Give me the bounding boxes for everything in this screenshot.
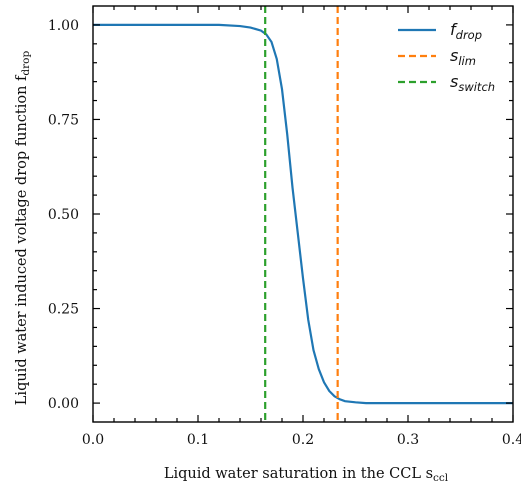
plot-area <box>93 6 513 422</box>
legend: fdrop slim sswitch <box>398 20 495 94</box>
x-tick-label: 0.1 <box>187 432 209 448</box>
x-axis-label: Liquid water saturation in the CCL sccl <box>164 466 449 484</box>
y-tick-label: 0.25 <box>48 302 79 318</box>
legend-entry-drop: fdrop <box>450 20 482 42</box>
y-tick-label: 0.50 <box>48 207 79 223</box>
legend-entry-switch: sswitch <box>450 72 495 94</box>
series-line-drop <box>93 23 513 405</box>
y-tick-label: 0.75 <box>48 112 79 128</box>
x-tick-label: 0.0 <box>82 432 104 448</box>
legend-entry-lim: slim <box>450 46 476 68</box>
axes-frame <box>92 5 514 423</box>
y-axis-label: Liquid water induced voltage drop functi… <box>14 51 32 406</box>
x-tick-label: 0.4 <box>502 432 521 448</box>
x-tick-label: 0.3 <box>397 432 419 448</box>
y-tick-label: 1.00 <box>48 18 79 34</box>
x-tick-label: 0.2 <box>292 432 314 448</box>
axes: 0.0 0.1 0.2 0.3 0.4 0.00 0.25 0.50 0.75 1.00 <box>48 5 521 448</box>
y-tick-label: 0.00 <box>48 396 79 412</box>
